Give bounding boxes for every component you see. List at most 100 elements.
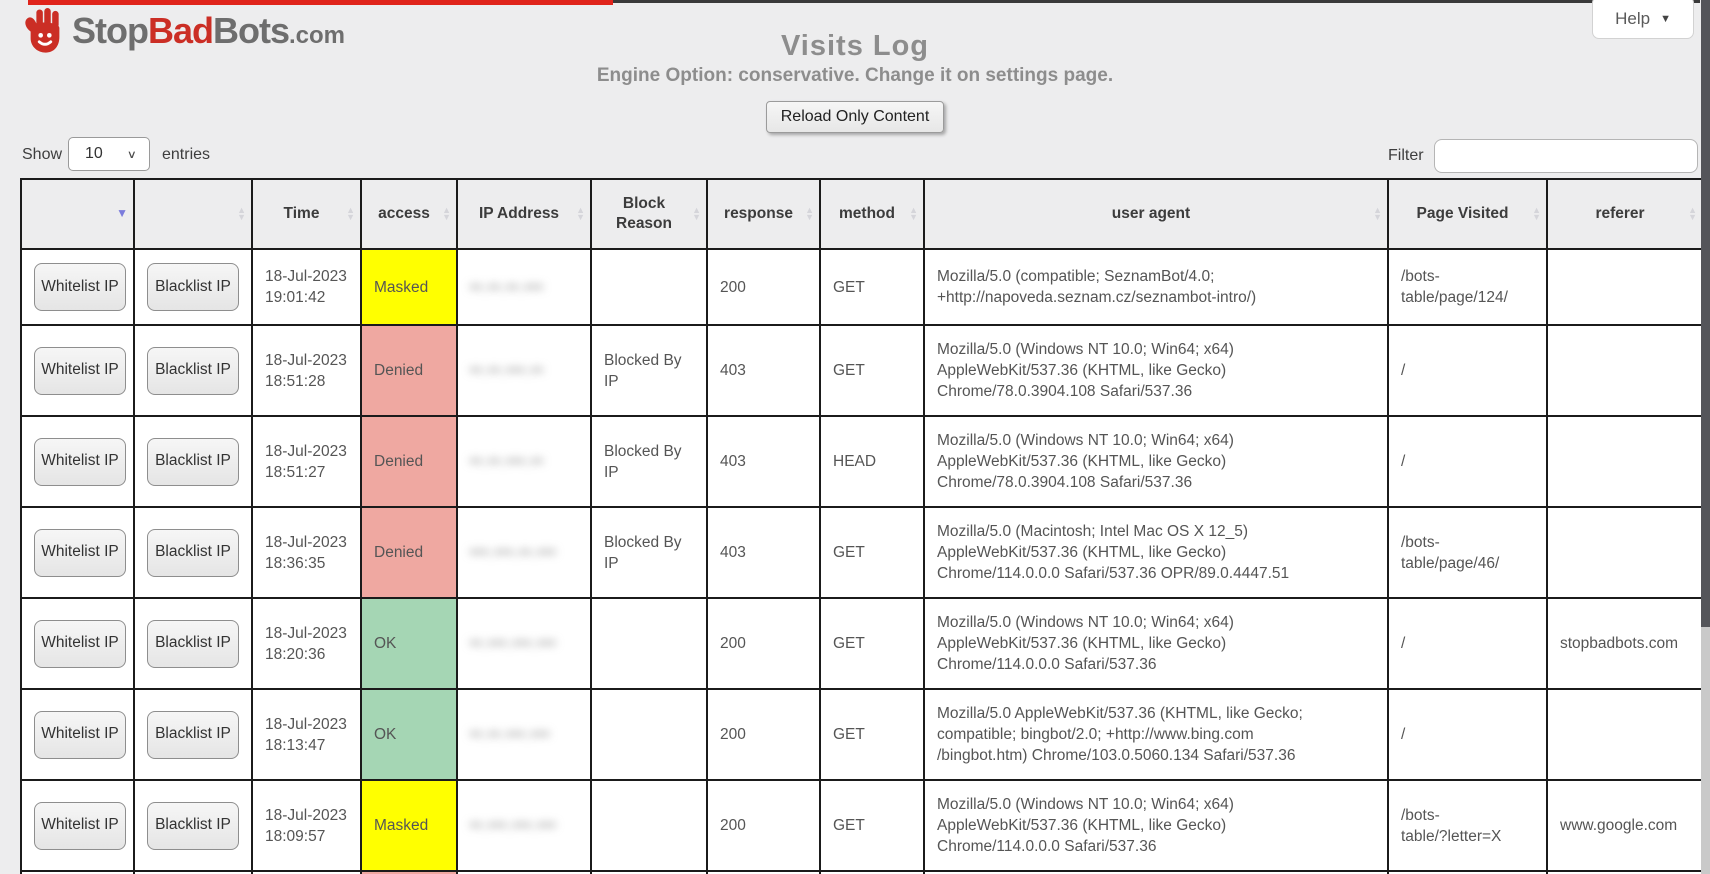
referer-cell: stopbadbots.com — [1546, 597, 1704, 690]
user-agent-cell — [923, 870, 1389, 874]
block-reason-cell — [590, 779, 708, 872]
table-row: Whitelist IP Blacklist IP 18-Jul-2023 18:0… — [20, 779, 1704, 872]
ip-address-cell: ••.•••.•••.••• — [456, 779, 592, 872]
time-cell: 18-Jul-2023 18:36:35 — [251, 506, 362, 599]
scrollbar-track[interactable] — [1701, 0, 1710, 874]
block-reason-cell — [590, 870, 708, 874]
show-label: Show — [22, 146, 63, 163]
access-status-cell: OK — [360, 688, 458, 781]
loading-progress-bar — [28, 0, 613, 5]
referer-cell — [1546, 688, 1704, 781]
sort-icon: ▲ ▼ — [692, 205, 701, 222]
blacklist-ip-button[interactable]: Blacklist IP — [147, 528, 239, 577]
time-cell: 18-Jul-2023 18:51:28 — [251, 324, 362, 417]
user-agent-cell: Mozilla/5.0 (Windows NT 10.0; Win64; x64… — [923, 324, 1389, 417]
access-status-cell: Denied — [360, 506, 458, 599]
user-agent-cell: Mozilla/5.0 (compatible; SeznamBot/4.0; … — [923, 248, 1389, 326]
method-cell: GET — [819, 597, 925, 690]
time-cell: 18-Jul-2023 18:51:27 — [251, 415, 362, 508]
blacklist-ip-button[interactable]: Blacklist IP — [147, 619, 239, 668]
response-cell: 200 — [706, 248, 821, 326]
engine-option-subtitle: Engine Option: conservative. Change it o… — [596, 65, 1114, 86]
blacklist-cell: Blacklist IP — [133, 597, 253, 690]
whitelist-ip-button[interactable]: Whitelist IP — [34, 263, 126, 311]
response-cell: 200 — [706, 597, 821, 690]
whitelist-ip-button[interactable]: Whitelist IP — [34, 619, 126, 668]
table-row: Whitelist IP Blacklist IP 18-Jul-2023 18:5… — [20, 415, 1704, 508]
column-header-response[interactable]: response ▲ ▼ — [706, 178, 821, 250]
table-row: Whitelist IP Blacklist IP 18-Jul-2023 18:5… — [20, 324, 1704, 417]
column-label: method — [839, 204, 895, 222]
access-status-cell: OK — [360, 597, 458, 690]
sort-icon: ▲ ▼ — [1532, 205, 1541, 222]
reload-only-content-button[interactable]: Reload Only Content — [765, 101, 945, 133]
blacklist-ip-button[interactable]: Blacklist IP — [147, 801, 239, 850]
column-header-access[interactable]: access ▲ ▼ — [360, 178, 458, 250]
blacklist-cell: Blacklist IP — [133, 506, 253, 599]
whitelist-cell: Whitelist IP — [20, 415, 135, 508]
column-label: IP Address — [478, 204, 560, 222]
time-cell: 18-Jul-2023 18:09:57 — [251, 779, 362, 872]
block-reason-cell — [590, 248, 708, 326]
whitelist-cell: Whitelist IP — [20, 248, 135, 326]
time-cell: 18-Jul-2023 18:20:36 — [251, 597, 362, 690]
blacklist-cell — [133, 870, 253, 874]
red-hand-logo-icon — [22, 8, 68, 54]
sort-icon: ▲ ▼ — [1373, 205, 1382, 222]
user-agent-cell: Mozilla/5.0 (Windows NT 10.0; Win64; x64… — [923, 597, 1389, 690]
user-agent-cell: Mozilla/5.0 (Windows NT 10.0; Win64; x64… — [923, 415, 1389, 508]
column-header-col0[interactable]: ▼ — [20, 178, 135, 250]
entries-per-page-select[interactable]: 10 ∨ — [68, 137, 150, 171]
whitelist-ip-button[interactable]: Whitelist IP — [34, 710, 126, 759]
help-label: Help — [1615, 9, 1651, 28]
sort-icon: ▲ ▼ — [576, 205, 585, 222]
ip-address-cell: •••.•••.••.••• — [456, 506, 592, 599]
blacklist-ip-button[interactable]: Blacklist IP — [147, 346, 239, 395]
time-cell — [251, 870, 362, 874]
column-header-block-reason[interactable]: Block Reason ▲ ▼ — [590, 178, 708, 250]
whitelist-ip-button[interactable]: Whitelist IP — [34, 437, 126, 486]
stopbadbots-logo[interactable]: StopBadBots.com — [22, 8, 345, 54]
referer-cell — [1546, 248, 1704, 326]
ip-redacted-text: ••.•••.•••.••• — [470, 635, 557, 652]
sort-icon: ▲ ▼ — [442, 205, 451, 222]
method-cell: GET — [819, 324, 925, 417]
referer-cell: www.google.com — [1546, 779, 1704, 872]
scrollbar-thumb[interactable] — [1701, 0, 1710, 627]
whitelist-ip-button[interactable]: Whitelist IP — [34, 346, 126, 395]
blacklist-ip-button[interactable]: Blacklist IP — [147, 710, 239, 759]
sort-icon: ▲ ▼ — [909, 205, 918, 222]
column-header-page-visited[interactable]: Page Visited ▲ ▼ — [1387, 178, 1548, 250]
column-header-referer[interactable]: referer ▲ ▼ — [1546, 178, 1704, 250]
blacklist-cell: Blacklist IP — [133, 324, 253, 417]
logo-wordmark: StopBadBots.com — [72, 10, 346, 51]
page-visited-cell — [1387, 870, 1548, 874]
column-label: access — [378, 204, 430, 222]
blacklist-ip-button[interactable]: Blacklist IP — [147, 263, 239, 311]
entries-selected-value: 10 — [85, 145, 103, 162]
column-header-method[interactable]: method ▲ ▼ — [819, 178, 925, 250]
whitelist-ip-button[interactable]: Whitelist IP — [34, 801, 126, 850]
blacklist-cell: Blacklist IP — [133, 688, 253, 781]
sort-icon: ▲ ▼ — [805, 205, 814, 222]
blacklist-ip-button[interactable]: Blacklist IP — [147, 437, 239, 486]
blacklist-cell: Blacklist IP — [133, 779, 253, 872]
column-header-col1[interactable]: ▲ ▼ — [133, 178, 253, 250]
filter-input[interactable] — [1434, 139, 1698, 173]
help-dropdown-button[interactable]: Help ▼ — [1592, 0, 1694, 39]
whitelist-cell: Whitelist IP — [20, 506, 135, 599]
page-visited-cell: / — [1387, 597, 1548, 690]
ip-redacted-text: •••.•••.••.••• — [470, 544, 557, 561]
column-header-user-agent[interactable]: user agent ▲ ▼ — [923, 178, 1389, 250]
user-agent-cell: Mozilla/5.0 AppleWebKit/537.36 (KHTML, l… — [923, 688, 1389, 781]
response-cell: 403 — [706, 415, 821, 508]
column-header-time[interactable]: Time ▲ ▼ — [251, 178, 362, 250]
table-row: Whitelist IP Blacklist IP 18-Jul-2023 19:0… — [20, 248, 1704, 326]
visits-log-table: ▼ ▲ ▼ Time ▲ ▼ access ▲ ▼ IP Address ▲ ▼ Block Reaso… — [20, 178, 1704, 874]
response-cell: 200 — [706, 779, 821, 872]
response-cell: 403 — [706, 506, 821, 599]
column-label: user agent — [1111, 204, 1191, 222]
column-header-ip-address[interactable]: IP Address ▲ ▼ — [456, 178, 592, 250]
ip-address-cell: ••.••.•••.•• — [456, 324, 592, 417]
whitelist-ip-button[interactable]: Whitelist IP — [34, 528, 126, 577]
